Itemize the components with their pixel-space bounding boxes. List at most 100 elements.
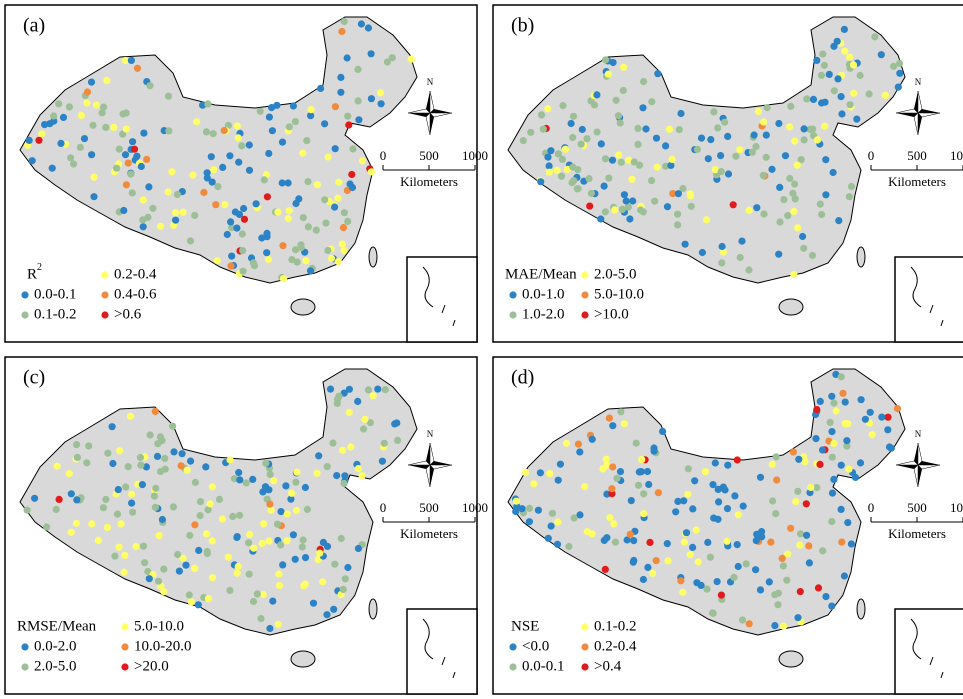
station-dot (228, 252, 236, 260)
station-dot (649, 569, 657, 577)
station-dot (674, 210, 682, 218)
station-dot (186, 531, 194, 540)
station-dot (604, 70, 612, 78)
station-dot (122, 109, 130, 117)
station-dot (259, 488, 267, 496)
station-dot (637, 206, 645, 214)
station-dot (221, 201, 229, 209)
station-dot (122, 483, 130, 491)
station-dot (734, 511, 742, 519)
station-dot (354, 465, 362, 473)
station-dot (637, 468, 645, 476)
station-dot (857, 396, 865, 404)
station-dot (324, 153, 332, 161)
station-dot (779, 562, 787, 570)
station-dot (597, 215, 605, 223)
station-dot (139, 542, 148, 550)
station-dot (260, 176, 268, 184)
station-dot (242, 479, 250, 487)
station-dot (326, 385, 335, 393)
station-dot (772, 510, 780, 518)
station-dot (826, 418, 834, 426)
station-dot (544, 534, 552, 542)
station-dot (128, 490, 136, 498)
station-dot (367, 168, 375, 176)
station-dot (321, 196, 329, 204)
station-dot (849, 61, 858, 69)
station-dot (141, 559, 149, 567)
station-dot (846, 53, 854, 61)
station-dot (183, 466, 191, 474)
station-dot (289, 102, 297, 110)
station-dot (576, 448, 584, 456)
station-dot (622, 197, 630, 205)
station-dot (745, 206, 753, 214)
station-dot (394, 436, 402, 444)
station-dot (723, 537, 731, 545)
station-dot (301, 580, 309, 588)
station-dot (828, 392, 836, 400)
station-dot (738, 237, 746, 245)
station-dot (530, 480, 538, 488)
legend-dot (581, 311, 589, 319)
station-dot (154, 440, 162, 448)
station-dot (337, 534, 345, 543)
station-dot (787, 524, 795, 532)
station-dot (88, 520, 96, 528)
station-dot (331, 560, 339, 568)
station-dot (264, 255, 273, 264)
station-dot (847, 182, 856, 191)
station-dot (228, 224, 236, 232)
station-dot (132, 542, 140, 551)
station-dot (164, 188, 172, 196)
station-dot (154, 577, 163, 585)
station-dot (144, 213, 152, 221)
station-dot (686, 192, 695, 200)
station-dot (547, 522, 555, 530)
station-dot (187, 457, 195, 465)
station-dot (620, 420, 628, 428)
station-dot (574, 440, 582, 448)
station-dot (648, 177, 656, 185)
station-dot (659, 427, 667, 435)
station-dot (73, 441, 81, 449)
station-dot (57, 139, 65, 147)
station-dot (302, 257, 310, 265)
station-dot (748, 148, 756, 156)
station-dot (191, 478, 199, 486)
station-dot (822, 191, 830, 199)
station-dot (177, 462, 185, 470)
station-dot (339, 224, 348, 232)
station-dot (89, 121, 97, 129)
station-dot (121, 551, 129, 559)
legend-label: 2.0-5.0 (34, 658, 77, 674)
inset-box (894, 256, 963, 343)
station-dot (816, 460, 824, 468)
station-dot (820, 61, 828, 69)
station-dot (240, 204, 248, 213)
station-dot (634, 481, 643, 489)
station-dot (250, 544, 258, 552)
station-dot (313, 181, 321, 189)
station-dot (136, 453, 144, 462)
station-dot (878, 413, 886, 421)
station-dot (813, 406, 821, 414)
station-dot (545, 168, 553, 176)
station-dot (612, 96, 620, 104)
station-dot (779, 622, 788, 630)
station-dot (299, 214, 307, 222)
station-dot (263, 249, 271, 257)
station-dot (680, 538, 688, 546)
station-dot (537, 178, 545, 186)
station-dot (73, 496, 81, 504)
station-dot (674, 221, 682, 229)
station-dot (269, 597, 277, 605)
station-dot (327, 254, 336, 263)
station-dot (245, 166, 254, 174)
station-dot (55, 495, 63, 503)
station-dot (200, 188, 208, 196)
station-dot (843, 442, 851, 450)
legend-dot (581, 623, 589, 631)
station-dot (787, 102, 795, 110)
station-dot (234, 562, 242, 571)
